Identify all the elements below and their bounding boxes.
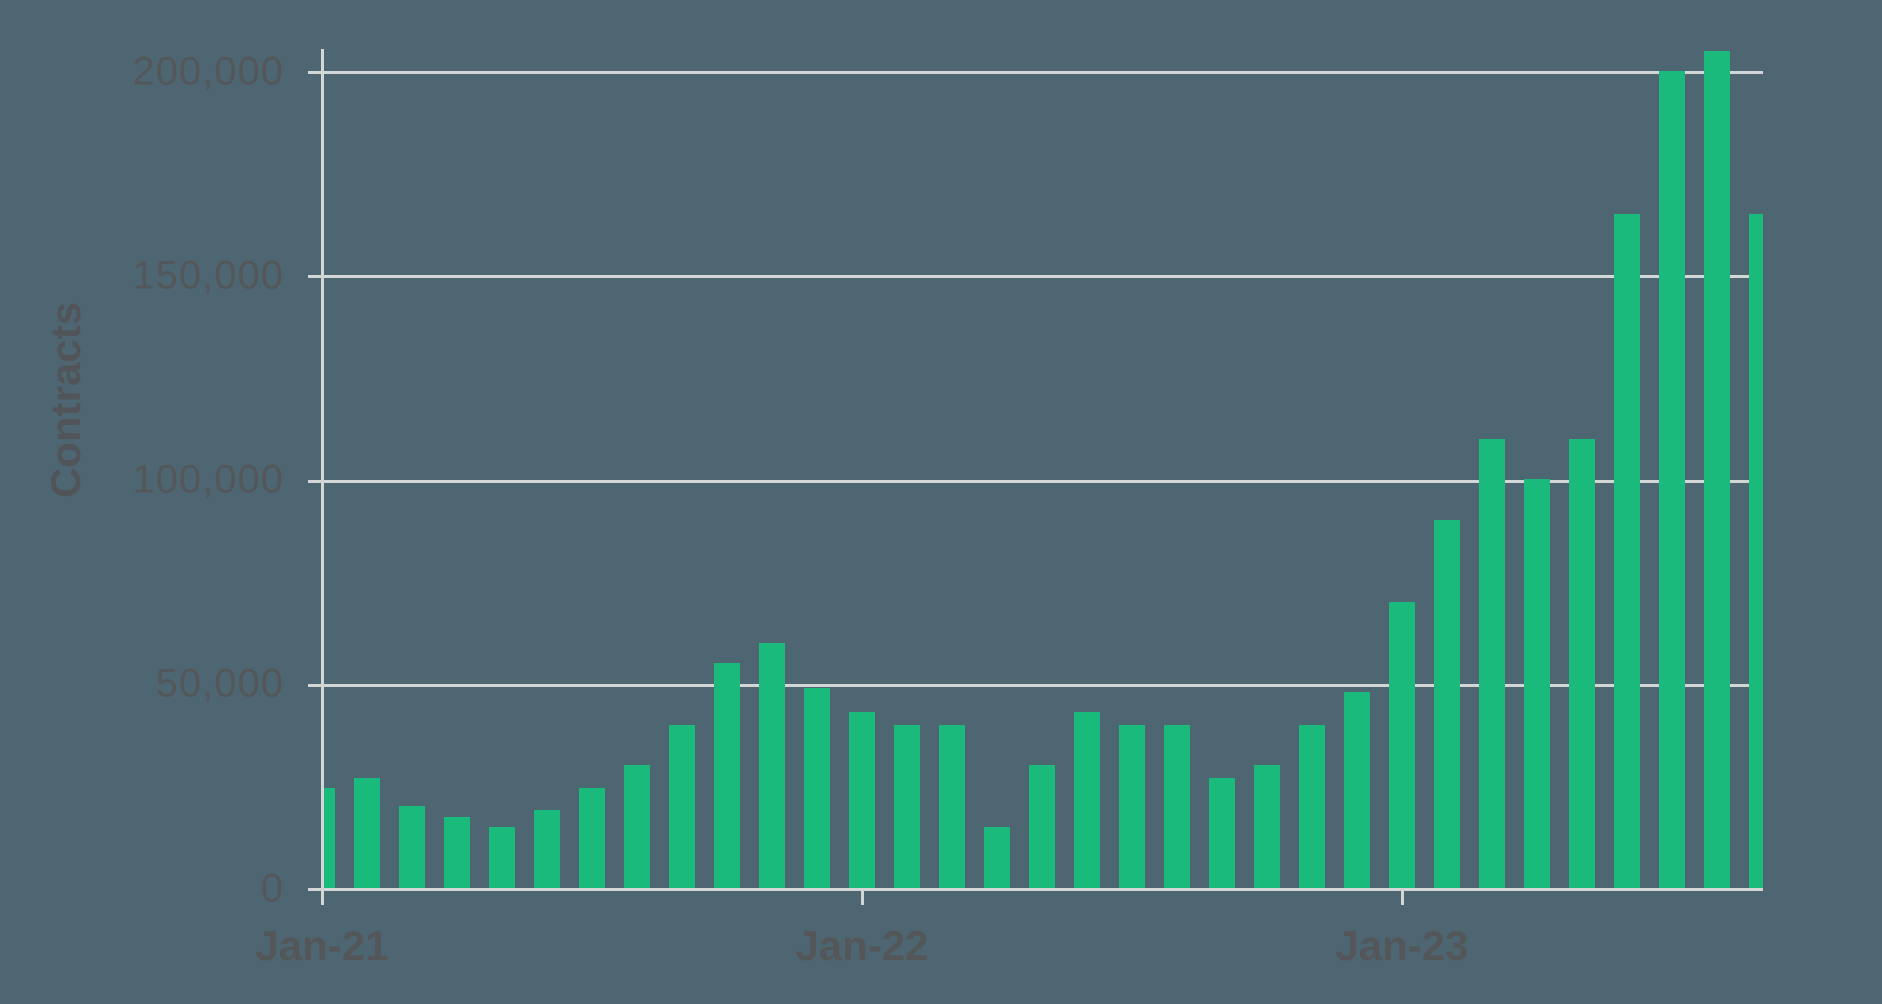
x-tick-label-Jan-23: Jan-23 xyxy=(1335,922,1469,969)
bar-Jan-22 xyxy=(849,712,875,888)
bar-Apr-22 xyxy=(984,827,1010,888)
bar-Jun-22 xyxy=(1074,712,1100,888)
x-tick-Jan-22 xyxy=(860,891,864,905)
y-tick-label-50000: 50,000 xyxy=(155,661,284,706)
bar-Mar-21 xyxy=(399,806,425,888)
y-tick-label-0: 0 xyxy=(260,866,284,911)
gridline-200000 xyxy=(308,71,1763,74)
plot-area xyxy=(322,49,1763,888)
x-tick-label-Jan-22: Jan-22 xyxy=(795,922,929,969)
bar-Mar-23 xyxy=(1479,439,1505,888)
bar-Oct-21 xyxy=(714,663,740,888)
bar-Jun-23 xyxy=(1614,214,1640,888)
y-tick-label-150000: 150,000 xyxy=(132,253,284,298)
bar-Feb-22 xyxy=(894,725,920,888)
bar-Nov-22 xyxy=(1299,725,1325,888)
bar-Jul-21 xyxy=(579,788,605,888)
bar-Aug-22 xyxy=(1164,725,1190,888)
x-tick-label-Jan-21: Jan-21 xyxy=(255,922,389,969)
x-tick-Jan-23 xyxy=(1400,891,1404,905)
bar-May-23 xyxy=(1569,439,1595,888)
bar-Feb-23 xyxy=(1434,520,1460,888)
bar-Nov-21 xyxy=(759,643,785,888)
bar-Sep-23 xyxy=(1749,214,1763,888)
y-axis-line xyxy=(321,49,324,903)
bar-Dec-21 xyxy=(804,688,830,888)
bar-Dec-22 xyxy=(1344,692,1370,888)
bar-Jul-23 xyxy=(1659,71,1685,888)
bar-Aug-23 xyxy=(1704,51,1730,888)
bar-Aug-21 xyxy=(624,765,650,888)
bar-Feb-21 xyxy=(354,778,380,888)
gridline-0 xyxy=(308,888,1763,891)
bar-Oct-22 xyxy=(1254,765,1280,888)
gridline-100000 xyxy=(308,479,1763,483)
y-tick-label-100000: 100,000 xyxy=(132,457,284,502)
y-tick-label-200000: 200,000 xyxy=(132,49,284,94)
bar-Jan-23 xyxy=(1389,602,1415,888)
gridline-150000 xyxy=(308,275,1763,279)
bar-Jun-21 xyxy=(534,810,560,888)
bar-Apr-23 xyxy=(1524,479,1550,888)
bar-Jul-22 xyxy=(1119,725,1145,888)
bar-Sep-22 xyxy=(1209,778,1235,888)
gridline-50000 xyxy=(308,683,1763,687)
x-tick-Jan-21 xyxy=(320,891,324,905)
bar-Sep-21 xyxy=(669,725,695,888)
bar-Mar-22 xyxy=(939,725,965,888)
bar-May-21 xyxy=(489,827,515,888)
bar-May-22 xyxy=(1029,765,1055,888)
bar-Apr-21 xyxy=(444,817,470,888)
bar-Jan-21 xyxy=(322,788,335,888)
